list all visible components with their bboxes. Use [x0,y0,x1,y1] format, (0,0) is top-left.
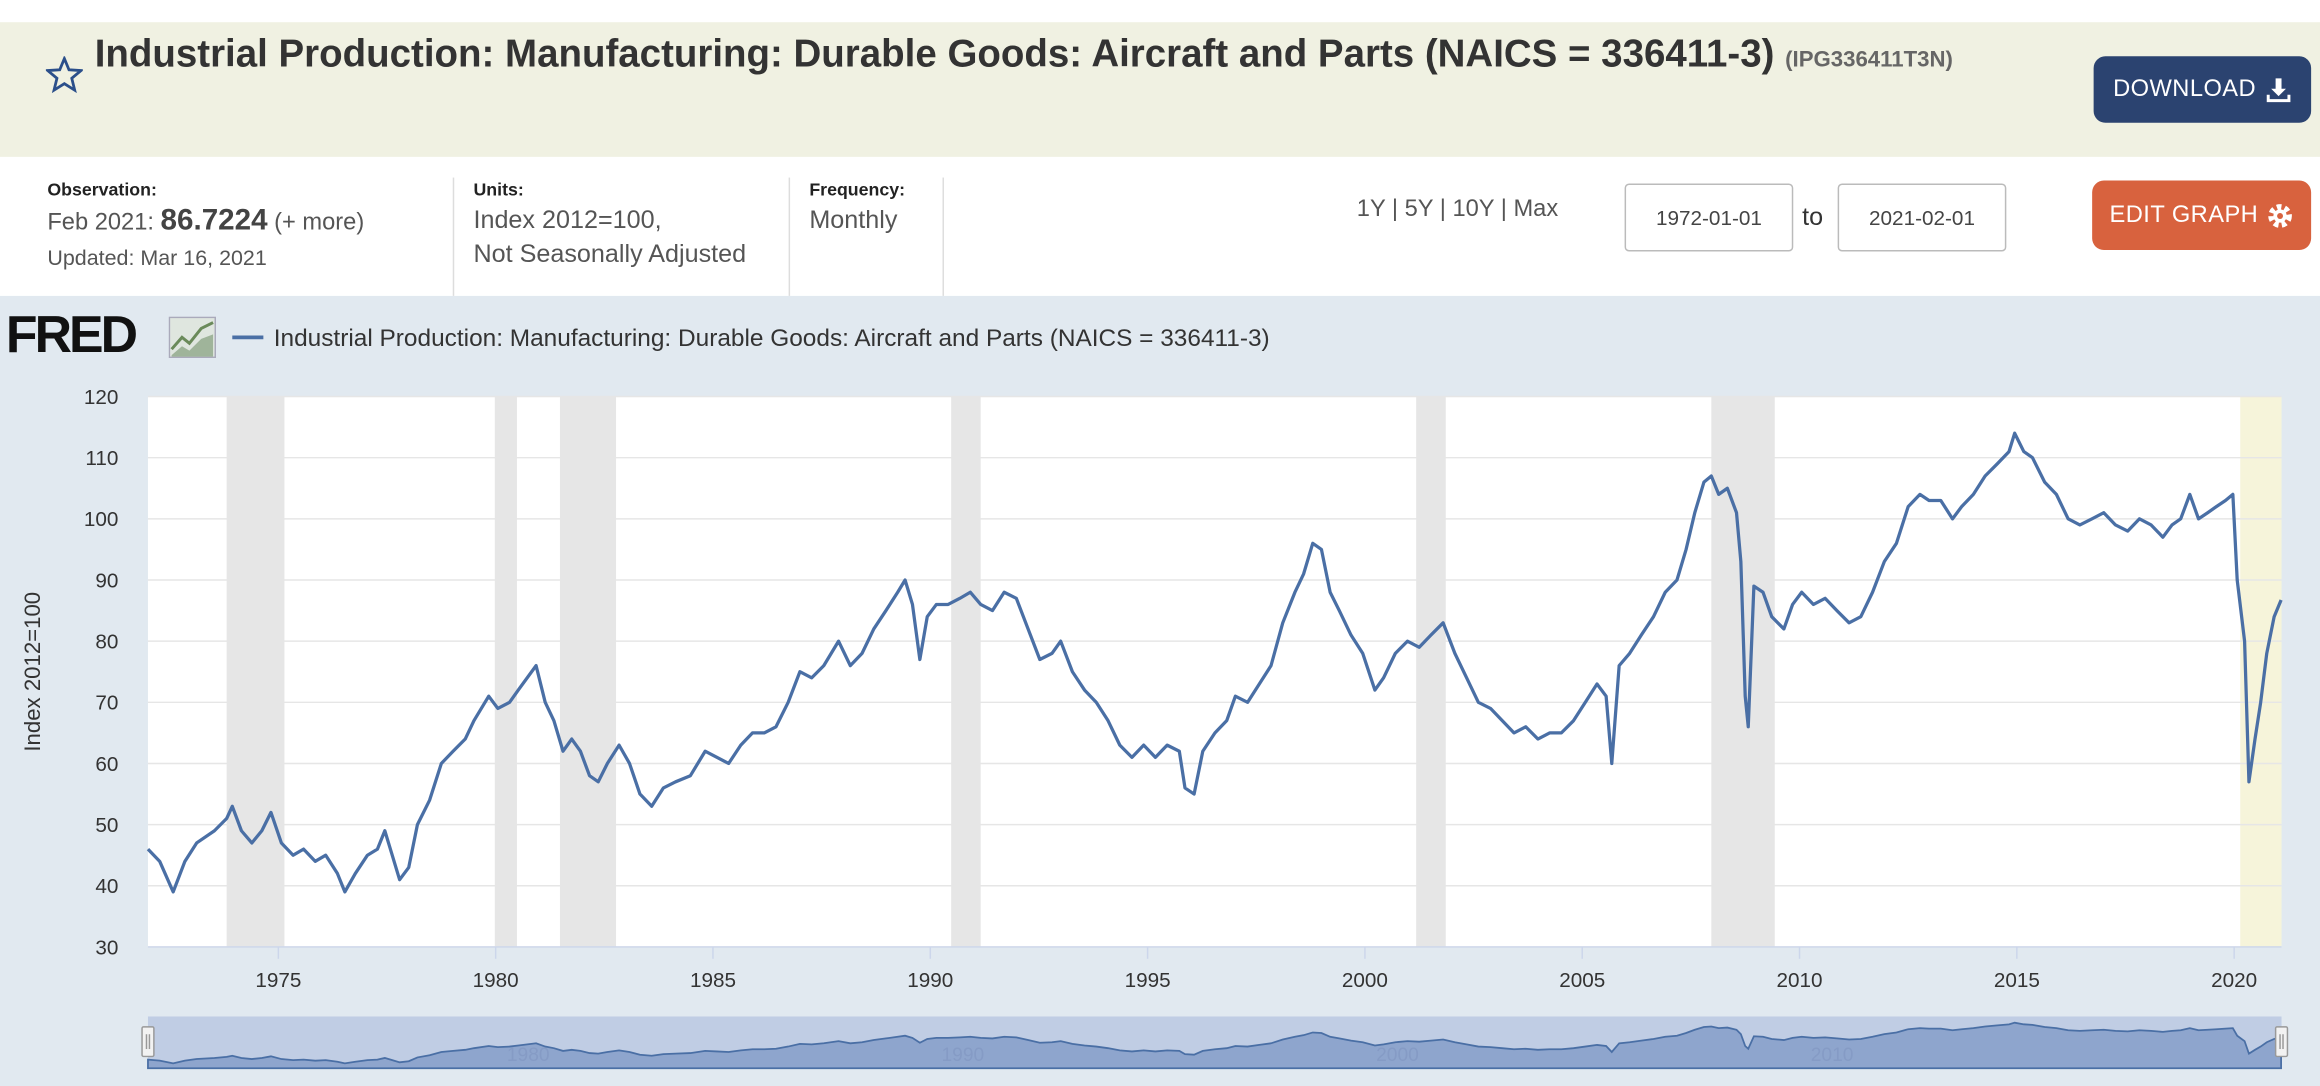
chart: Industrial Production: Manufacturing: Du… [20,325,2289,1070]
series-line [146,431,2283,894]
series-title: Industrial Production: Manufacturing: Du… [47,31,2074,82]
separator [452,177,455,296]
observation-label: Observation: [47,179,157,200]
frequency-label: Frequency: [809,179,906,200]
edit-graph-button[interactable]: EDIT GRAPH [2092,180,2312,251]
series-id: (IPG336411T3N) [1785,47,1953,73]
navigator-area [147,1021,2282,1070]
y-tick-label: 110 [85,447,118,470]
units: Index 2012=100, Not Seasonally Adjusted [473,203,746,271]
header [0,22,2320,157]
to-label: to [1802,202,1824,231]
x-tick-label: 1990 [907,969,953,992]
separator [942,177,944,296]
range-button[interactable]: Max [1513,196,1559,222]
y-tick-label: 60 [95,753,118,776]
x-tick-label: 2000 [1342,969,1388,992]
y-tick-label: 120 [84,386,119,409]
download-label: DOWNLOAD [2113,76,2257,102]
y-tick-label: 70 [95,692,118,715]
download-icon [2266,77,2291,102]
fred-logo: FRED [5,306,138,365]
recession-band [226,396,285,947]
units-line: Index 2012=100, [473,205,662,234]
favorite-star[interactable] [45,56,83,94]
download-button[interactable]: DOWNLOAD [2093,56,2312,123]
plot-area [147,396,2282,947]
x-tick-label: 1975 [255,969,301,992]
range-button[interactable]: 1Y [1356,196,1386,222]
range-button[interactable]: 5Y [1404,196,1434,222]
x-tick-label: 2005 [1559,969,1605,992]
y-tick-label: 90 [95,569,118,592]
navigator-handle[interactable] [2274,1026,2289,1058]
edit-graph-label: EDIT GRAPH [2109,201,2259,228]
logo-text: FRED [5,306,138,364]
y-tick-label: 30 [95,936,118,959]
recession-band [1416,396,1446,947]
x-tick-label: 1980 [473,969,519,992]
frequency: Monthly [809,205,898,234]
x-tick-label: 1985 [690,969,736,992]
x-tick-label: 2015 [1994,969,2040,992]
recession-band [559,396,617,947]
units-line: Not Seasonally Adjusted [473,239,747,268]
y-tick-label: 50 [95,814,118,837]
x-tick-label: 1995 [1125,969,1171,992]
legend-label: Industrial Production: Manufacturing: Du… [274,325,1270,352]
start-date-input[interactable]: 1972-01-01 [1624,183,1794,252]
updated: Updated: Mar 16, 2021 [47,247,267,271]
more-link[interactable]: (+ more) [274,210,365,236]
range-button[interactable]: 10Y [1452,196,1495,222]
logo-icon [168,316,217,359]
x-tick-label: 2010 [1777,969,1823,992]
units-label: Units: [473,179,524,200]
x-tick-label: 2020 [2211,969,2257,992]
observation-date: Feb 2021: [47,210,154,236]
recession-band [951,396,981,947]
title-text: Industrial Production: Manufacturing: Du… [94,31,1775,76]
observation: Feb 2021: 86.7224 (+ more) [47,204,364,240]
separator [788,177,791,296]
y-tick-label: 80 [95,631,118,654]
end-date-input[interactable]: 2021-02-01 [1837,183,2007,252]
y-axis-label: Index 2012=100 [20,592,45,752]
recession-band [494,396,517,947]
y-tick-label: 100 [84,508,119,531]
navigator-handle[interactable] [141,1026,155,1058]
observation-value: 86.7224 [160,204,268,237]
y-tick-label: 40 [95,875,118,898]
gear-icon [2268,203,2293,228]
range-buttons: 1Y | 5Y | 10Y | Max [1356,196,1559,222]
